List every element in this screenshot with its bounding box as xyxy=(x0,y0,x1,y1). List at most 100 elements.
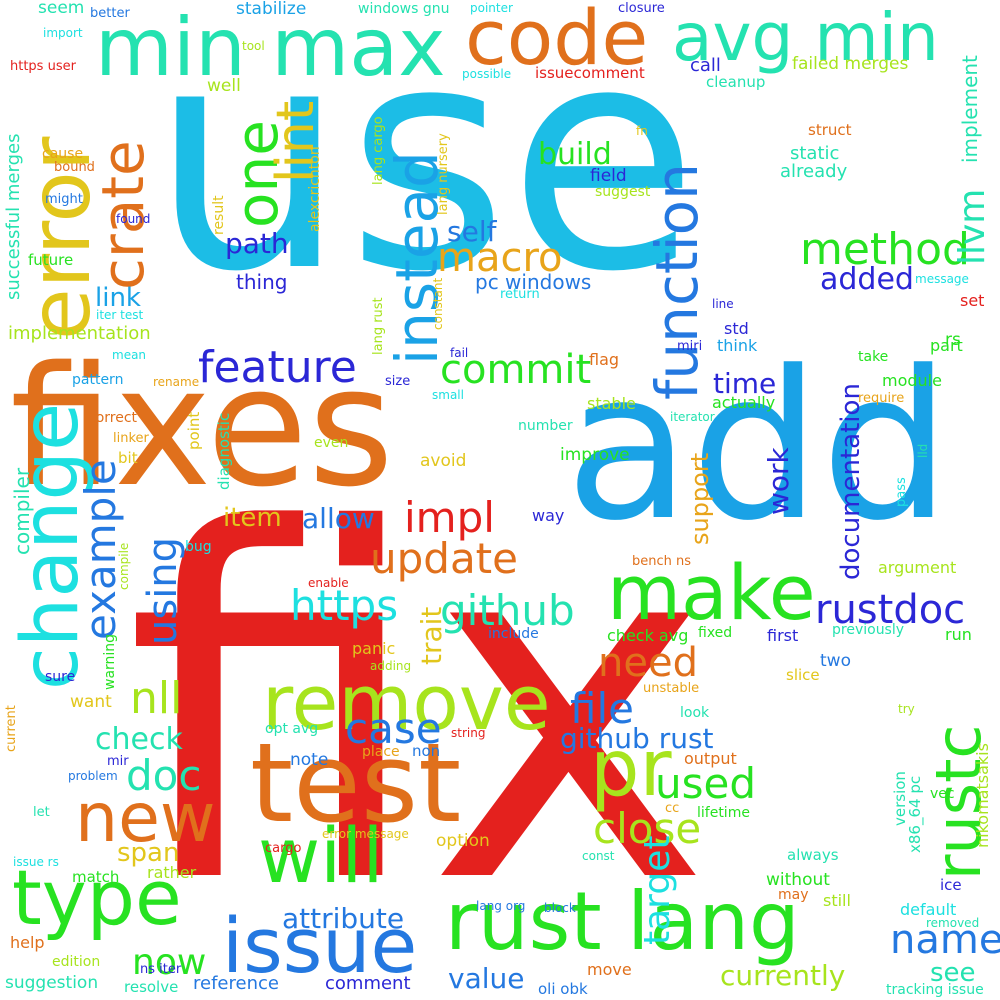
word-check: check xyxy=(95,722,183,757)
word-flag: flag xyxy=(589,350,620,369)
word-sure: sure xyxy=(45,669,76,685)
word-implementation: implementation xyxy=(8,323,151,344)
word-fn: fn xyxy=(636,124,648,138)
word-will: will xyxy=(258,811,384,900)
word-better: better xyxy=(90,6,130,21)
word-suggestion: suggestion xyxy=(5,973,99,993)
word-type: type xyxy=(12,853,182,942)
word-small: small xyxy=(432,388,464,402)
word-iter-test: iter test xyxy=(96,308,144,322)
word-line: line xyxy=(712,297,734,311)
word-vec: vec xyxy=(930,786,955,802)
word-cc: cc xyxy=(665,801,680,816)
word-already: already xyxy=(780,161,848,182)
word-const: const xyxy=(582,849,615,863)
word-return: return xyxy=(500,287,540,302)
word-want: want xyxy=(70,692,112,712)
word-removed: removed xyxy=(926,916,980,930)
word-run: run xyxy=(945,625,972,644)
word-linker: linker xyxy=(113,431,149,446)
word-note: note xyxy=(290,750,329,770)
word-include: include xyxy=(488,626,539,642)
word-option: option xyxy=(436,831,490,851)
word-miri: miri xyxy=(677,339,703,354)
word-added: added xyxy=(820,262,914,297)
word-default: default xyxy=(900,900,957,919)
word-suggest: suggest xyxy=(595,184,651,200)
word-first: first xyxy=(767,626,799,645)
word-rename: rename xyxy=(153,375,200,389)
word-static: static xyxy=(790,143,840,164)
word-argument: argument xyxy=(878,558,957,577)
word-commit: commit xyxy=(440,347,592,393)
word-fixes: fixes xyxy=(10,331,394,523)
word-import: import xyxy=(43,26,83,40)
word-time: time xyxy=(713,367,777,400)
word-always: always xyxy=(787,846,839,864)
word-min-max: min max xyxy=(95,1,446,94)
word-opt-avg: opt avg xyxy=(265,721,319,737)
word-target: target xyxy=(637,835,678,945)
word-nll: nll xyxy=(130,673,183,724)
word-cause: cause xyxy=(42,146,84,162)
word-problem: problem xyxy=(68,769,118,783)
word-still: still xyxy=(823,891,851,910)
word-used: used xyxy=(655,759,757,808)
word-lifetime: lifetime xyxy=(697,805,750,821)
word-compiler: compiler xyxy=(10,467,34,555)
word-name: name xyxy=(890,917,1000,963)
word-span: span xyxy=(117,838,180,868)
word-build: build xyxy=(538,137,612,172)
word-found: found xyxy=(116,212,151,226)
word-method: method xyxy=(800,224,970,275)
word-implement: implement xyxy=(958,55,982,163)
word-take: take xyxy=(858,349,889,365)
word-lang-cargo: lang cargo xyxy=(371,116,386,185)
word-fail: fail xyxy=(450,346,469,360)
word-now: now xyxy=(132,942,207,983)
word-windows-gnu: windows gnu xyxy=(358,1,450,17)
word-diagnostic: diagnostic xyxy=(215,412,233,490)
word-bound: bound xyxy=(54,160,95,175)
word-lang-rust: lang rust xyxy=(371,297,386,355)
word-doc: doc xyxy=(126,751,202,800)
word-block: block xyxy=(544,901,576,915)
word-avoid: avoid xyxy=(420,451,467,471)
word-ice: ice xyxy=(940,876,962,894)
word-previously: previously xyxy=(832,622,905,638)
word-future: future xyxy=(28,251,74,269)
word-mean: mean xyxy=(112,348,147,362)
word-new: new xyxy=(75,779,216,858)
word-pr: pr xyxy=(590,724,672,814)
word-need: need xyxy=(598,640,698,686)
word-mir: mir xyxy=(107,754,129,769)
word-error-message: error message xyxy=(322,827,409,841)
word-edition: edition xyxy=(52,954,101,970)
word-fixed: fixed xyxy=(698,625,733,641)
word-panic: panic xyxy=(352,639,396,658)
word-ns-iter: ns iter xyxy=(140,962,182,977)
word-actually: actually xyxy=(712,393,776,412)
word-help: help xyxy=(10,933,45,952)
word-std: std xyxy=(724,319,749,338)
word-current: current xyxy=(4,705,19,752)
word-thing: thing xyxy=(236,270,288,294)
word-reference: reference xyxy=(193,973,279,994)
word-remove: remove xyxy=(262,658,551,747)
word-stable: stable xyxy=(587,394,636,413)
word-add: add xyxy=(565,328,951,566)
word-cleanup: cleanup xyxy=(706,73,766,91)
word-closure: closure xyxy=(618,1,665,16)
word-even: even xyxy=(314,435,349,451)
word-https-user: https user xyxy=(10,59,76,74)
word-set: set xyxy=(960,291,985,310)
word-failed-merges: failed merges xyxy=(792,54,909,74)
word-compile: compile xyxy=(117,542,131,590)
word-llvm: llvm xyxy=(952,188,993,265)
word-may: may xyxy=(778,887,809,903)
word-https: https xyxy=(290,581,399,630)
word-test: test xyxy=(250,719,462,847)
word-module: module xyxy=(882,371,942,390)
word-pointer: pointer xyxy=(470,1,513,15)
